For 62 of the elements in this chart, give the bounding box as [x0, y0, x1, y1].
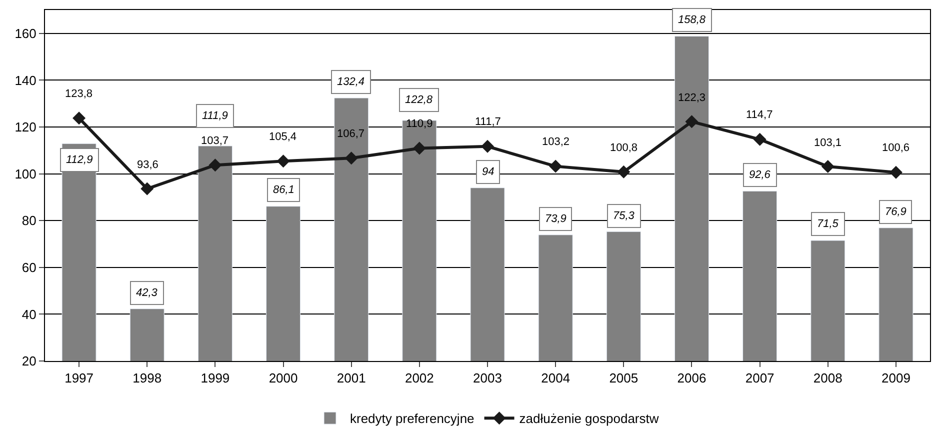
data-label: 94	[482, 166, 494, 178]
data-label: 42,3	[136, 287, 158, 299]
legend-label: kredyty preferencyjne	[350, 411, 474, 426]
data-label: 100,6	[882, 142, 910, 154]
y-tick-label: 40	[22, 306, 36, 322]
point	[549, 160, 562, 173]
x-tick-label: 2004	[541, 370, 570, 386]
data-label: 123,8	[65, 88, 93, 100]
data-label: 110,9	[406, 118, 433, 130]
point	[412, 142, 426, 155]
legend-label: zadłużenie gospodarstw	[519, 411, 660, 426]
data-label: 114,7	[746, 109, 773, 121]
x-tick-label: 1998	[132, 370, 162, 386]
x-tick-label: 2000	[268, 370, 298, 386]
y-tick-label: 160	[14, 26, 36, 41]
data-label: 75,3	[613, 210, 636, 222]
x-tick-label: 2003	[473, 370, 502, 386]
point	[140, 182, 154, 196]
point	[276, 154, 290, 168]
point	[889, 166, 902, 179]
x-tick-label: 2005	[609, 370, 638, 386]
x-tick-label: 2006	[677, 370, 706, 386]
data-label: 122,8	[405, 94, 434, 106]
y-tick-label: 80	[22, 213, 36, 228]
point	[753, 132, 766, 146]
data-label: 105,4	[269, 131, 297, 143]
data-label: 73,9	[545, 213, 566, 225]
x-tick-label: 2009	[882, 370, 910, 386]
data-label: 76,9	[885, 206, 906, 218]
point	[481, 140, 494, 153]
data-label: 103,2	[542, 136, 570, 148]
point	[208, 158, 222, 172]
y-tick-label: 20	[22, 354, 36, 369]
data-label: 158,8	[678, 14, 706, 26]
data-label: 132,4	[337, 76, 365, 88]
point	[685, 115, 698, 128]
data-label: 100,8	[610, 142, 638, 154]
y-tick-label: 60	[22, 260, 36, 275]
x-tick-label: 2008	[813, 370, 842, 386]
point	[72, 112, 86, 125]
data-label: 111,9	[202, 110, 228, 122]
data-label: 106,7	[337, 128, 365, 140]
x-tick-label: 2001	[336, 370, 366, 386]
point	[821, 160, 834, 174]
y-tick-label: 140	[14, 72, 36, 88]
data-label: 112,9	[66, 154, 93, 166]
data-label: 86,1	[273, 184, 294, 196]
x-tick-label: 2007	[745, 370, 774, 386]
y-tick-label: 100	[14, 166, 36, 182]
data-label: 93,6	[137, 159, 158, 171]
data-label: 103,1	[814, 137, 842, 149]
data-label: 103,7	[201, 135, 229, 147]
data-label: 111,7	[475, 116, 501, 128]
data-label: 71,5	[817, 218, 840, 230]
data-label: 122,3	[678, 92, 706, 104]
x-tick-label: 1997	[64, 370, 94, 386]
x-tick-label: 2002	[404, 370, 434, 386]
point	[617, 165, 630, 178]
point	[344, 152, 358, 165]
y-tick-label: 120	[14, 120, 36, 135]
x-tick-label: 1999	[200, 370, 230, 386]
data-label: 92,6	[749, 169, 772, 181]
